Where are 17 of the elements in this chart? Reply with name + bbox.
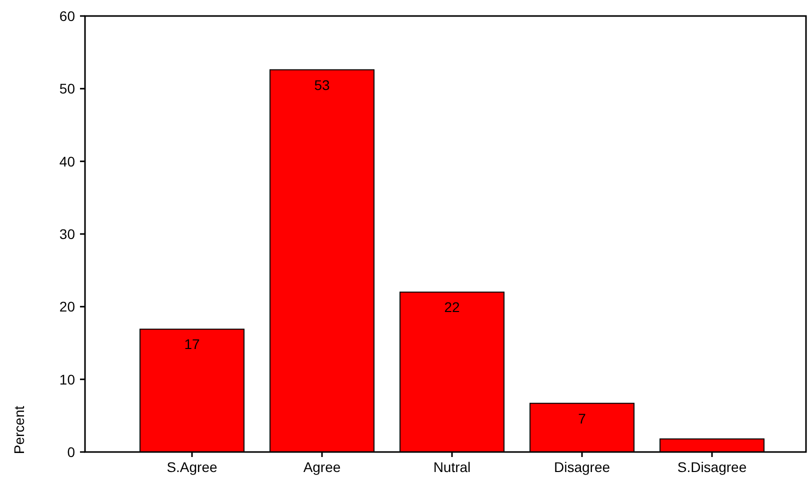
x-tick-label: Disagree xyxy=(554,459,610,475)
y-tick-label: 40 xyxy=(59,153,76,170)
data-label: 22 xyxy=(444,299,460,316)
y-tick-label: 50 xyxy=(59,80,76,97)
y-tick-label: 30 xyxy=(59,226,76,242)
x-tick-label: S.Agree xyxy=(166,459,218,475)
y-tick-label: 60 xyxy=(59,8,76,24)
data-label: 17 xyxy=(184,336,200,352)
data-label: 7 xyxy=(578,410,586,426)
y-axis-title: Percent xyxy=(11,406,27,454)
y-tick-label: 0 xyxy=(67,444,76,460)
x-tick-label: Nutral xyxy=(433,459,471,475)
y-tick-label: 10 xyxy=(59,371,76,388)
x-tick-label: Agree xyxy=(303,459,341,475)
y-tick-label: 20 xyxy=(59,298,76,315)
x-tick-label: S.Disagree xyxy=(677,459,747,475)
data-label: 53 xyxy=(314,76,330,93)
